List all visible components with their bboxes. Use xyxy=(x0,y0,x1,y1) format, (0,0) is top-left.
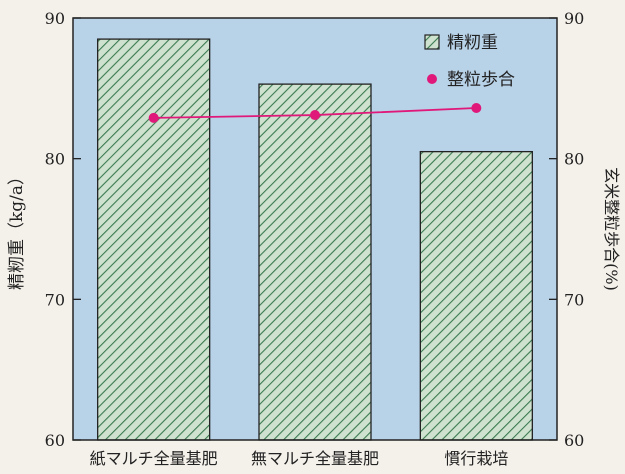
bar-0 xyxy=(97,38,211,441)
y-left-tick-label-3: 90 xyxy=(45,9,65,28)
bar-1 xyxy=(258,83,372,441)
legend-bar-swatch xyxy=(424,34,440,50)
line-point-1 xyxy=(310,110,320,121)
bars-layer xyxy=(97,38,533,441)
y-right-tick-label-1: 70 xyxy=(564,290,584,309)
line-point-2 xyxy=(471,103,482,114)
axis-frame xyxy=(72,17,558,441)
x-tick-label-2: 慣行栽培 xyxy=(444,449,508,468)
y-axis-right-label: 玄米整粒歩合(%) xyxy=(602,167,621,291)
x-tick-label-0: 紙マルチ全量基肥 xyxy=(90,449,218,468)
line-point-0 xyxy=(148,112,159,123)
legend: 精籾重 整粒歩合 xyxy=(424,33,515,90)
line-layer xyxy=(148,103,482,123)
legend-line-label: 整粒歩合 xyxy=(447,70,515,90)
y-left-tick-label-0: 60 xyxy=(45,431,65,450)
axes-layer: 60 70 80 90 60 70 80 90 紙マルチ全量基肥 無マルチ全量基肥 慣行栽培 xyxy=(45,9,585,468)
y-right-tick-label-0: 60 xyxy=(564,431,584,450)
y-right-tick-label-2: 80 xyxy=(564,150,584,169)
y-right-tick-label-3: 90 xyxy=(564,9,584,28)
y-left-tick-label-1: 70 xyxy=(45,290,65,309)
x-tick-label-1: 無マルチ全量基肥 xyxy=(251,449,379,468)
y-left-tick-label-2: 80 xyxy=(45,150,65,169)
y-axis-left-label: 精籾重（kg/a） xyxy=(7,168,27,290)
bar-2 xyxy=(419,150,533,441)
legend-line-marker xyxy=(427,74,437,84)
legend-bar-label: 精籾重 xyxy=(447,33,498,53)
